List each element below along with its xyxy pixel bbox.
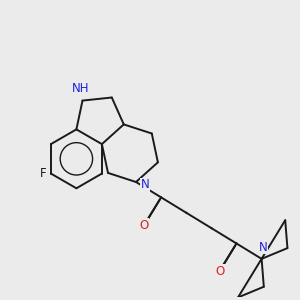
Text: N: N <box>259 241 267 254</box>
Text: N: N <box>140 178 149 191</box>
Text: O: O <box>215 265 224 278</box>
Text: NH: NH <box>72 82 90 95</box>
Text: O: O <box>140 218 149 232</box>
Text: F: F <box>40 167 46 180</box>
